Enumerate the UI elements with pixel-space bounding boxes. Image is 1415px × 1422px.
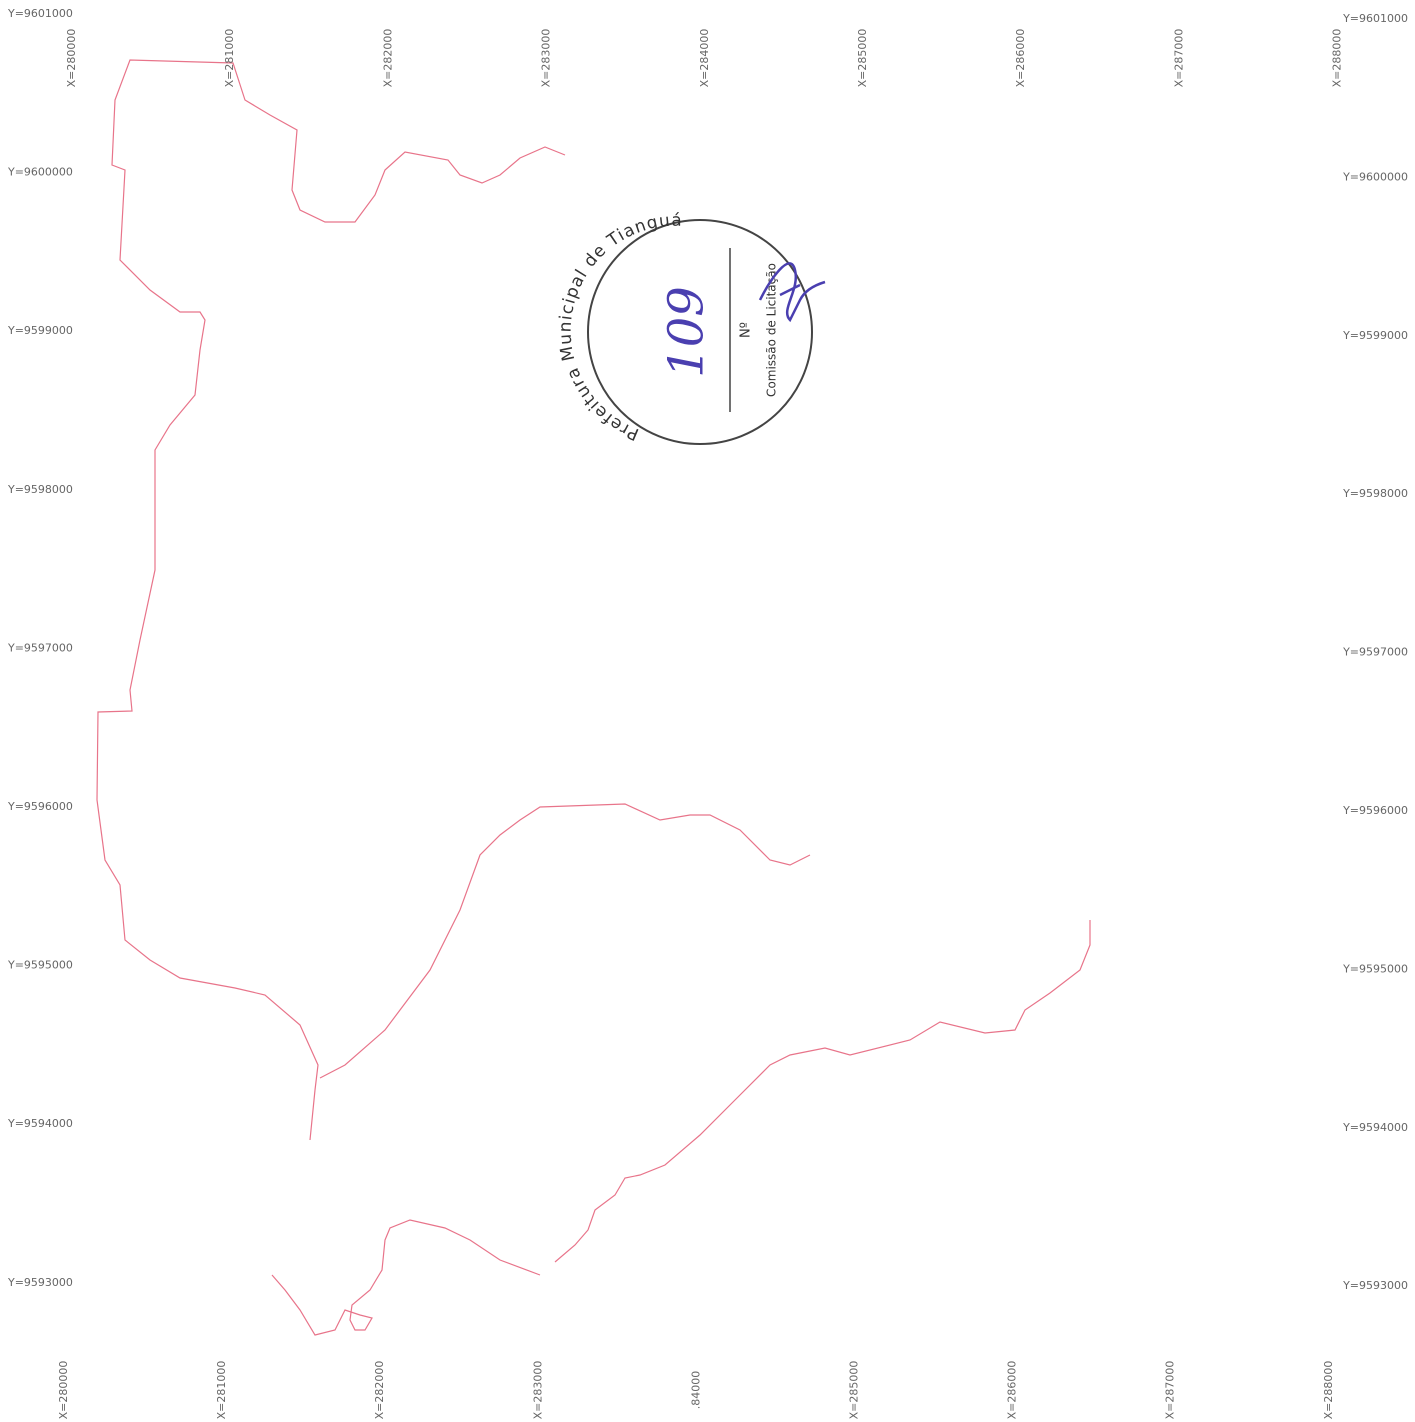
left-label: Y=9594000 (7, 1117, 73, 1130)
right-label: Y=9595000 (1342, 962, 1408, 975)
top-label: X=286000 (1014, 29, 1027, 88)
bottom-label: X=286000 (1006, 1361, 1019, 1420)
top-label: X=288000 (1331, 29, 1344, 88)
left-label: Y=9598000 (7, 483, 73, 496)
bottom-label: .84000 (689, 1371, 702, 1410)
bottom-label: X=281000 (215, 1361, 228, 1420)
right-label: Y=9597000 (1342, 646, 1408, 659)
stamp-ring (587, 219, 813, 445)
left-label: Y=9597000 (7, 641, 73, 654)
left-label: Y=9599000 (7, 324, 73, 337)
top-label: X=287000 (1172, 29, 1185, 88)
right-label: Y=9598000 (1342, 487, 1408, 500)
bottom-label: X=283000 (531, 1361, 544, 1420)
right-label: Y=9601000 (1342, 12, 1408, 25)
right-label: Y=9594000 (1342, 1121, 1408, 1134)
bottom-label: X=287000 (1164, 1361, 1177, 1420)
left-label: Y=9596000 (7, 800, 73, 813)
top-label: X=283000 (540, 29, 553, 88)
bottom-label: X=282000 (373, 1361, 386, 1420)
top-label: X=282000 (381, 29, 394, 88)
stamp-number: 109 (659, 286, 715, 378)
bottom-label: X=285000 (848, 1361, 861, 1420)
top-label: X=281000 (223, 29, 236, 88)
left-label: Y=9601000 (7, 7, 73, 20)
right-label: Y=9600000 (1342, 170, 1408, 183)
boundary (554, 920, 1091, 1263)
boundary (271, 1219, 541, 1336)
signature (758, 262, 826, 323)
bottom-label: X=280000 (57, 1361, 70, 1420)
stamp: Prefeitura Municipal de Tianguá Nº Comis… (556, 211, 826, 445)
boundary (96, 59, 566, 1141)
boundary-lines (96, 59, 1091, 1336)
right-label: Y=9596000 (1342, 804, 1408, 817)
right-label: Y=9599000 (1342, 329, 1408, 342)
grid-labels: Y=9601000 Y=9600000 Y=9599000 Y=9598000 Y=95… (7, 7, 1408, 1419)
top-label: X=284000 (698, 29, 711, 88)
left-label: Y=9595000 (7, 959, 73, 972)
top-label: X=280000 (65, 29, 78, 88)
stamp-side-text: Comissão de Licitação (765, 263, 779, 397)
top-label: X=285000 (856, 29, 869, 88)
boundary (319, 803, 811, 1079)
right-label: Y=9593000 (1342, 1279, 1408, 1292)
left-label: Y=9593000 (7, 1276, 73, 1289)
stamp-number-label: Nº (739, 322, 754, 338)
left-label: Y=9600000 (7, 166, 73, 179)
bottom-label: X=288000 (1322, 1361, 1335, 1420)
